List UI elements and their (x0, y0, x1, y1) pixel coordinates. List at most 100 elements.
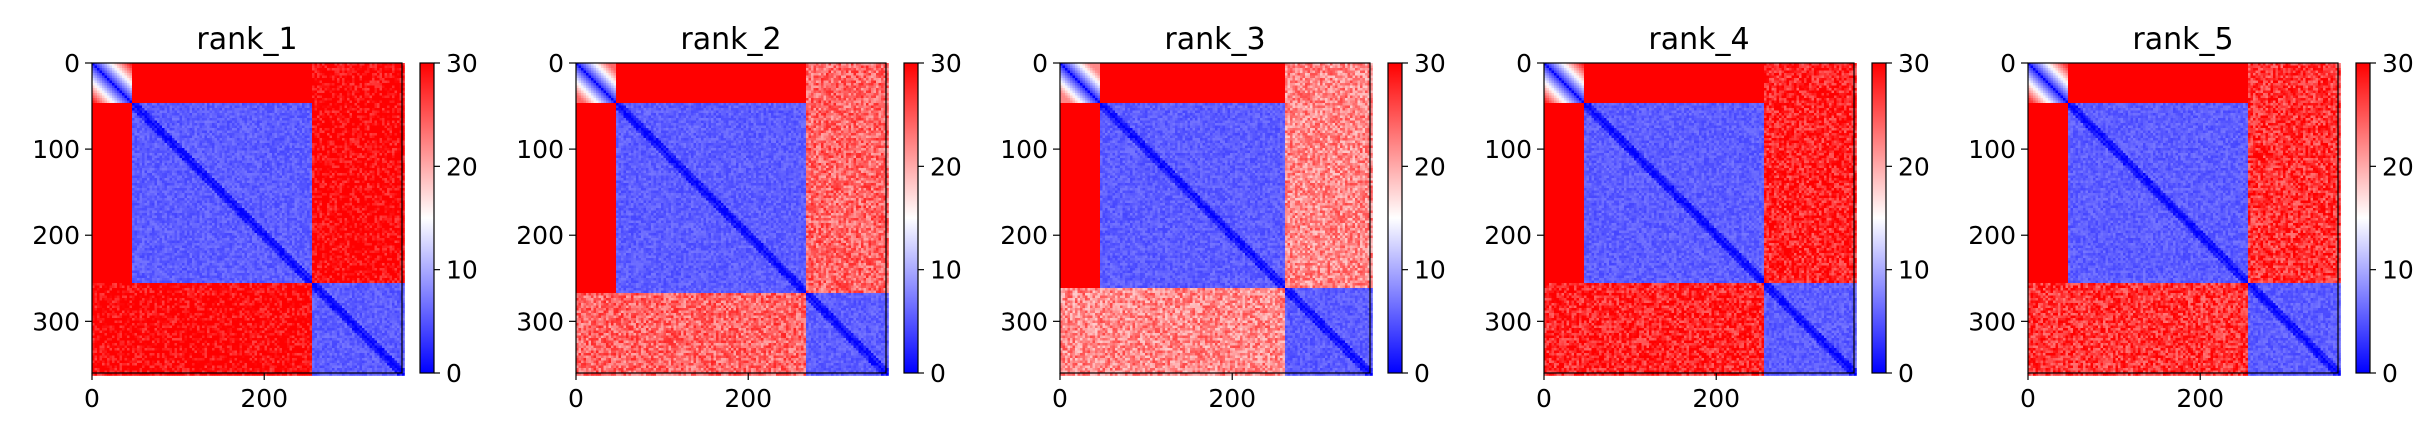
heatmap-cell (272, 78, 275, 81)
heatmap-cell (365, 68, 368, 71)
heatmap-cell (260, 71, 263, 74)
heatmap-cell (320, 73, 323, 76)
heatmap-cell (385, 88, 388, 91)
heatmap-cell (347, 86, 350, 89)
heatmap-cell (202, 83, 205, 86)
heatmap-cell (115, 66, 118, 69)
heatmap-cell (320, 66, 323, 69)
heatmap-cell (292, 73, 295, 76)
heatmap-cell (205, 88, 208, 91)
heatmap-cell (215, 73, 218, 76)
heatmap-cell (255, 76, 258, 79)
heatmap-cell (212, 88, 215, 91)
heatmap-cell (282, 76, 285, 79)
heatmap-cell (385, 71, 388, 74)
heatmap-cell (105, 81, 108, 84)
heatmap-cell (275, 66, 278, 69)
heatmap-cell (150, 83, 153, 86)
heatmap-cell (195, 68, 198, 71)
heatmap-cell (182, 91, 185, 94)
heatmap-cell (255, 66, 258, 69)
heatmap-cell (312, 66, 315, 69)
heatmap-cell (232, 73, 235, 76)
heatmap-cell (335, 86, 338, 89)
heatmap-cell (170, 88, 173, 91)
heatmap-cell (172, 71, 175, 74)
heatmap-cell (212, 76, 215, 79)
heatmap-cell (377, 68, 380, 71)
heatmap-cell (342, 76, 345, 79)
heatmap-cell (260, 86, 263, 89)
heatmap-cell (152, 83, 155, 86)
heatmap-cell (202, 73, 205, 76)
heatmap-cell (255, 88, 258, 91)
heatmap-cell (125, 78, 128, 81)
heatmap-cell (210, 71, 213, 74)
heatmap-cell (355, 68, 358, 71)
heatmap-cell (157, 81, 160, 84)
heatmap-cell (360, 81, 363, 84)
heatmap-cell (362, 76, 365, 79)
heatmap-cell (152, 68, 155, 71)
heatmap-cell (155, 88, 158, 91)
heatmap-cell (355, 76, 358, 79)
heatmap-cell (385, 78, 388, 81)
heatmap-cell (102, 78, 105, 81)
heatmap-cell (357, 71, 360, 74)
heatmap-cell (385, 86, 388, 89)
heatmap-cell (300, 86, 303, 89)
heatmap-cell (327, 68, 330, 71)
heatmap-cell (320, 86, 323, 89)
heatmap-cell (207, 71, 210, 74)
heatmap-cell (270, 88, 273, 91)
heatmap-cell (107, 73, 110, 76)
heatmap-cell (152, 88, 155, 91)
heatmap-cell (152, 76, 155, 79)
heatmap-cell (155, 71, 158, 74)
heatmap-cell (337, 66, 340, 69)
heatmap-cell (287, 73, 290, 76)
heatmap-cell (202, 71, 205, 74)
heatmap-cell (317, 86, 320, 89)
heatmap-cell (387, 88, 390, 91)
heatmap-cell (375, 86, 378, 89)
heatmap-cell (207, 86, 210, 89)
heatmap-cell (225, 66, 228, 69)
heatmap-cell (135, 66, 138, 69)
heatmap-cell (105, 68, 108, 71)
heatmap-cell (225, 76, 228, 79)
heatmap-cell (360, 73, 363, 76)
heatmap-cell (310, 88, 313, 91)
heatmap-cell (330, 83, 333, 86)
heatmap-cell (150, 91, 153, 94)
heatmap-cell (340, 73, 343, 76)
heatmap-cell (272, 88, 275, 91)
heatmap-cell (147, 78, 150, 81)
heatmap-cell (387, 71, 390, 74)
panels-group: rank_101002003000 2000102030rank_20100200… (32, 22, 2414, 413)
heatmap-cell (217, 88, 220, 91)
heatmap-cell (275, 88, 278, 91)
heatmap-cell (240, 73, 243, 76)
heatmap-cell (370, 76, 373, 79)
heatmap-cell (222, 86, 225, 89)
heatmap-cell (347, 66, 350, 69)
heatmap-cell (232, 71, 235, 74)
heatmap-cell (185, 81, 188, 84)
heatmap-cell (107, 76, 110, 79)
heatmap-cell (110, 73, 113, 76)
heatmap-cell (102, 66, 105, 69)
heatmap-cell (332, 86, 335, 89)
heatmap-cell (122, 73, 125, 76)
heatmap-cell (227, 68, 230, 71)
heatmap-cell (270, 71, 273, 74)
heatmap-cell (340, 83, 343, 86)
heatmap-cell (130, 83, 133, 86)
heatmap-cell (112, 86, 115, 89)
heatmap-cell (122, 78, 125, 81)
heatmap-cell (272, 68, 275, 71)
heatmap-cell (212, 71, 215, 74)
heatmap-cell (365, 83, 368, 86)
heatmap-cell (192, 91, 195, 94)
heatmap-cell (370, 68, 373, 71)
